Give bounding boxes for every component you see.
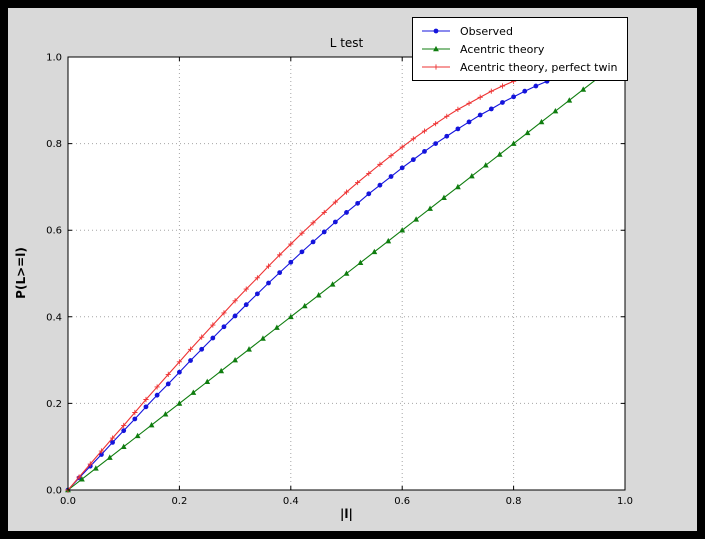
y-tick-label: 0.8 xyxy=(46,139,62,150)
y-tick-labels: 0.0 0.2 0.4 0.6 0.8 1.0 xyxy=(46,53,62,497)
x-tick-label: 0.0 xyxy=(60,496,76,507)
x-tick-label: 0.4 xyxy=(283,496,299,507)
legend: Observed Acentric theory Acentric theory… xyxy=(412,17,629,81)
legend-label: Observed xyxy=(460,24,513,38)
legend-entry-observed: Observed xyxy=(421,24,617,38)
x-tick-label: 0.2 xyxy=(171,496,187,507)
legend-entry-acentric-theory: Acentric theory xyxy=(421,42,617,56)
x-tick-labels: 0.0 0.2 0.4 0.6 0.8 1.0 xyxy=(60,496,633,507)
x-tick-label: 1.0 xyxy=(617,496,633,507)
gridlines xyxy=(68,57,625,490)
axes-frame xyxy=(67,56,626,491)
x-tick-label: 0.8 xyxy=(506,496,522,507)
legend-line-sample-perfect-twin xyxy=(422,64,450,70)
x-tick-label: 0.6 xyxy=(394,496,410,507)
y-tick-label: 1.0 xyxy=(46,53,62,64)
plot-svg: 0.0 0.2 0.4 0.6 0.8 1.0 0.0 0.2 0.4 0.6 0.8 1.0 xyxy=(46,53,633,508)
figure-canvas: 0.0 0.2 0.4 0.6 0.8 1.0 0.0 0.2 0.4 0.6 0.8 1.0 L t… xyxy=(8,8,697,531)
legend-line-sample-observed xyxy=(422,28,450,34)
legend-label: Acentric theory, perfect twin xyxy=(460,60,618,74)
y-tick-label: 0.2 xyxy=(46,399,62,410)
legend-label: Acentric theory xyxy=(460,42,545,56)
y-axis-label: P(L>=l) xyxy=(14,247,28,299)
y-tick-label: 0.6 xyxy=(46,226,62,237)
y-tick-label: 0.0 xyxy=(46,486,62,497)
tick-marks xyxy=(67,56,626,491)
chart-title: L test xyxy=(329,36,364,50)
y-tick-label: 0.4 xyxy=(46,312,62,323)
x-axis-label: |l| xyxy=(340,507,353,521)
legend-entry-perfect-twin: Acentric theory, perfect twin xyxy=(421,60,617,74)
legend-line-sample-acentric-theory xyxy=(422,45,450,52)
